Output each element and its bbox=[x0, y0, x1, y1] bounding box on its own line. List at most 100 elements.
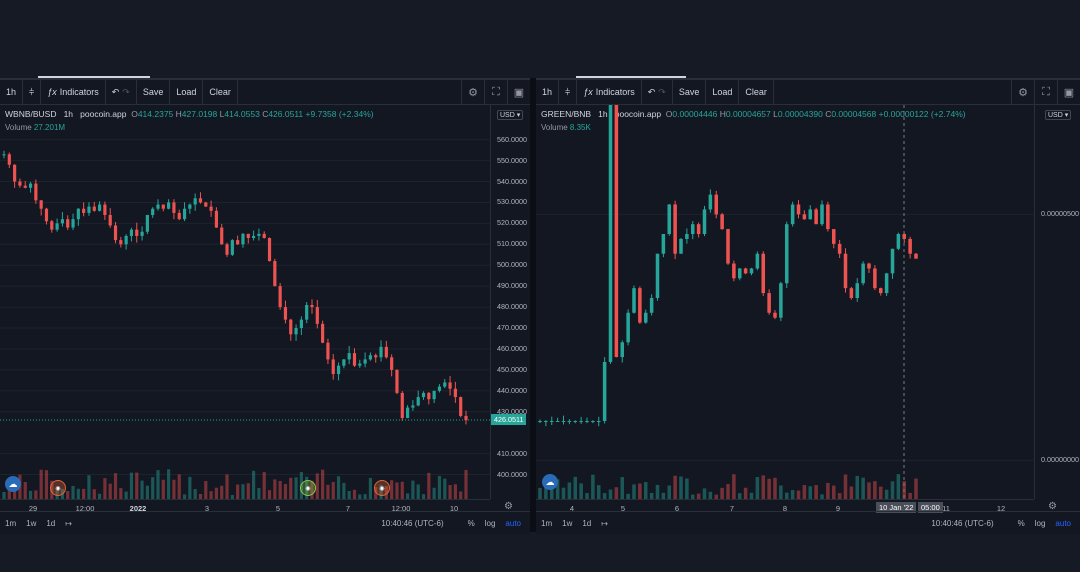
log-toggle[interactable]: log bbox=[484, 518, 496, 528]
clock-time[interactable]: 10:40:46 (UTC-6) bbox=[381, 518, 444, 528]
log-toggle[interactable]: log bbox=[1034, 518, 1046, 528]
volume-bar bbox=[28, 490, 33, 499]
bar-style-button[interactable]: ⫩ bbox=[559, 80, 578, 104]
save-button[interactable]: Save bbox=[673, 80, 707, 104]
event-marker-icon[interactable]: ◉ bbox=[374, 480, 390, 496]
low-label: L bbox=[773, 109, 778, 119]
undo-icon[interactable]: ↶ bbox=[647, 86, 656, 97]
range-1w[interactable]: 1w bbox=[562, 518, 573, 528]
undo-icon[interactable]: ↶ bbox=[111, 86, 120, 97]
volume-bar bbox=[241, 484, 245, 499]
camera-icon[interactable]: ▣ bbox=[507, 80, 530, 104]
candle-body bbox=[23, 185, 27, 188]
candle-body bbox=[596, 421, 601, 423]
candle-body bbox=[843, 253, 848, 289]
volume-bar bbox=[679, 476, 683, 499]
date-range-icon[interactable]: ↦ bbox=[65, 518, 72, 528]
percent-toggle[interactable]: % bbox=[1017, 518, 1025, 528]
price-tick-label: 450.0000 bbox=[497, 364, 527, 374]
range-1d[interactable]: 1d bbox=[582, 518, 592, 528]
candle-body bbox=[849, 288, 854, 298]
right-candlestick-chart[interactable] bbox=[536, 105, 1034, 499]
clear-button[interactable]: Clear bbox=[739, 80, 774, 104]
volume-bar bbox=[755, 477, 760, 499]
clock-time[interactable]: 10:40:46 (UTC-6) bbox=[931, 518, 994, 528]
left-candlestick-chart[interactable] bbox=[0, 105, 490, 499]
load-button[interactable]: Load bbox=[706, 80, 740, 104]
volume-bar bbox=[278, 480, 282, 499]
volume-bar bbox=[140, 480, 144, 499]
indicators-button[interactable]: ƒx Indicators bbox=[41, 80, 106, 104]
high-label: H bbox=[175, 109, 182, 119]
crosshair-date: 10 Jan '22 bbox=[879, 503, 914, 512]
volume-bar bbox=[182, 494, 187, 499]
settings-icon[interactable]: ⚙ bbox=[461, 80, 484, 104]
volume-bar bbox=[23, 482, 27, 499]
panel-divider[interactable] bbox=[530, 78, 536, 532]
volume-bar bbox=[156, 470, 160, 499]
time-tick-label: 7 bbox=[345, 504, 351, 513]
camera-icon[interactable]: ▣ bbox=[1057, 80, 1080, 104]
candle-body bbox=[790, 204, 795, 225]
volume-bar bbox=[82, 488, 86, 499]
volume-bar bbox=[66, 491, 70, 499]
load-button[interactable]: Load bbox=[170, 80, 204, 104]
candle-body bbox=[448, 382, 452, 389]
settings-icon[interactable]: ⚙ bbox=[1011, 80, 1034, 104]
volume-bar bbox=[326, 484, 330, 499]
price-tick-label: 480.0000 bbox=[497, 302, 527, 312]
redo-icon[interactable]: ↷ bbox=[658, 86, 666, 97]
range-1d[interactable]: 1d bbox=[46, 518, 56, 528]
interval-button[interactable]: 1h bbox=[536, 80, 560, 104]
volume-bar bbox=[867, 482, 871, 499]
redo-icon[interactable]: ↷ bbox=[122, 86, 130, 97]
time-tick-label: 2022 bbox=[129, 504, 147, 513]
date-range-icon[interactable]: ↦ bbox=[601, 518, 608, 528]
price-tick-label: 540.0000 bbox=[497, 176, 527, 186]
save-label: Save bbox=[142, 87, 164, 97]
right-price-axis[interactable]: USD ▾ 0.000070000.000065000.000060000.00… bbox=[1034, 105, 1080, 499]
candle-body bbox=[140, 231, 144, 236]
left-price-axis[interactable]: USD ▾ 560.0000 550.0000 540.0000 530.0000 52… bbox=[490, 105, 530, 499]
save-button[interactable]: Save bbox=[137, 80, 171, 104]
volume-bar bbox=[696, 493, 701, 499]
chart-settings-icon[interactable]: ⚙ bbox=[1048, 501, 1057, 512]
chart-settings-icon[interactable]: ⚙ bbox=[504, 501, 513, 512]
event-marker-icon[interactable]: ◉ bbox=[300, 480, 316, 496]
candle-body bbox=[182, 208, 187, 220]
tradingview-logo-icon[interactable]: ☁ bbox=[5, 476, 21, 492]
candle-body bbox=[214, 210, 219, 228]
bar-style-button[interactable]: ⫩ bbox=[23, 80, 42, 104]
candle-body bbox=[908, 238, 912, 254]
candle-body bbox=[283, 307, 288, 320]
range-1m[interactable]: 1m bbox=[541, 518, 553, 528]
fullscreen-icon[interactable]: ⛶ bbox=[1034, 80, 1057, 104]
candle-body bbox=[867, 263, 871, 269]
interval-button[interactable]: 1h bbox=[0, 80, 24, 104]
candle-body bbox=[135, 229, 139, 236]
indicators-button[interactable]: ƒx Indicators bbox=[577, 80, 642, 104]
currency-select[interactable]: USD ▾ bbox=[1045, 110, 1072, 120]
left-time-axis[interactable]: 29 12:00 2022 3 5 7 12:00 10 bbox=[0, 499, 490, 518]
volume-bar bbox=[44, 470, 49, 499]
crosshair-date-tag: 10 Jan '22 bbox=[876, 502, 917, 513]
tradingview-logo-icon[interactable]: ☁ bbox=[542, 474, 558, 490]
volume-bar bbox=[831, 485, 836, 499]
fullscreen-icon[interactable]: ⛶ bbox=[484, 80, 507, 104]
auto-toggle[interactable]: auto bbox=[1055, 518, 1071, 528]
currency-select[interactable]: USD ▾ bbox=[497, 110, 524, 120]
range-1m[interactable]: 1m bbox=[5, 518, 17, 528]
clear-button[interactable]: Clear bbox=[203, 80, 238, 104]
event-marker-icon[interactable]: ◉ bbox=[50, 480, 66, 496]
right-chart-panel: 1h ⫩ ƒx Indicators ↶ ↷ Save Load Clear ⚙ ⛶… bbox=[536, 78, 1080, 534]
candle-body bbox=[638, 288, 642, 323]
range-1w[interactable]: 1w bbox=[26, 518, 37, 528]
candle-body bbox=[602, 361, 607, 422]
auto-toggle[interactable]: auto bbox=[505, 518, 521, 528]
volume-bar bbox=[784, 492, 789, 499]
volume-bar bbox=[820, 494, 824, 499]
percent-toggle[interactable]: % bbox=[467, 518, 475, 528]
time-tick-label: 4 bbox=[569, 504, 575, 513]
price-tick-label: 560.0000 bbox=[497, 134, 527, 144]
